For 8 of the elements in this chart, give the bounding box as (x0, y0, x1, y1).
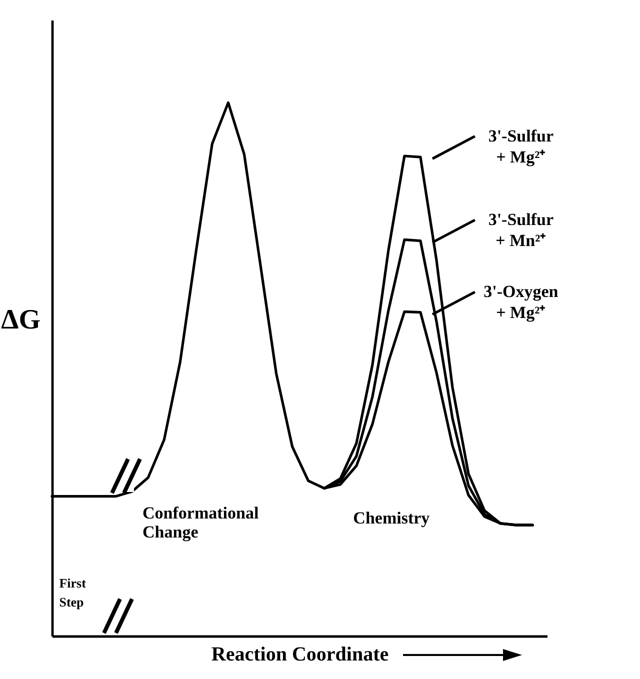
y-axis-title: ΔG (1, 304, 41, 336)
annotation: Conformational Change (142, 503, 259, 542)
annotation: Chemistry (353, 508, 430, 528)
legend-label: 3'-Oxygen + Mg²⁺ (484, 282, 559, 322)
legend-label: 3'-Sulfur + Mn²⁺ (488, 210, 554, 250)
legend-label: 3'-Sulfur + Mg²⁺ (488, 126, 554, 166)
x-axis-title: Reaction Coordinate (211, 644, 389, 666)
annotation: First Step (59, 575, 87, 610)
